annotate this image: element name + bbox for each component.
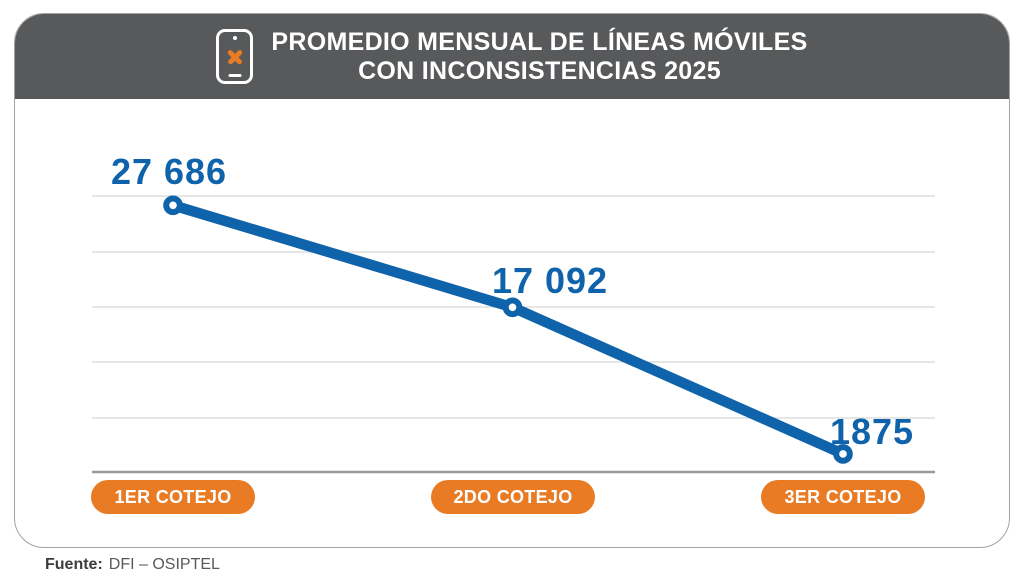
data-point-marker: [833, 444, 853, 464]
category-pill-2do-cotejo: 2DO COTEJO: [431, 480, 595, 514]
value-label-3er-cotejo: 1875: [829, 411, 915, 452]
chart-header: PROMEDIO MENSUAL DE LÍNEAS MÓVILES CON I…: [15, 14, 1009, 99]
x-mark-icon: [226, 48, 244, 66]
value-label-2do-cotejo: 17 092: [491, 260, 609, 301]
source-value: DFI – OSIPTEL: [108, 556, 220, 573]
source-label: Fuente:: [45, 556, 103, 573]
value-label-1er-cotejo: 27 686: [110, 151, 228, 192]
source-note: Fuente: DFI – OSIPTEL: [45, 556, 220, 574]
phone-x-icon: [216, 29, 254, 84]
data-point-marker: [502, 297, 523, 318]
chart-title-line1: PROMEDIO MENSUAL DE LÍNEAS MÓVILES: [271, 27, 808, 56]
category-pill-3er-cotejo: 3ER COTEJO: [761, 480, 925, 514]
chart-card: PROMEDIO MENSUAL DE LÍNEAS MÓVILES CON I…: [14, 13, 1010, 548]
phone-home-bar: [228, 73, 242, 77]
category-pill-1er-cotejo: 1ER COTEJO: [91, 480, 255, 514]
trend-line: [167, 200, 849, 460]
phone-camera-dot: [232, 36, 237, 40]
plot-area: [92, 195, 935, 474]
chart-title: PROMEDIO MENSUAL DE LÍNEAS MÓVILES CON I…: [271, 28, 807, 86]
chart-title-line2: CON INCONSISTENCIAS 2025: [358, 56, 721, 85]
data-point-marker: [163, 195, 183, 216]
